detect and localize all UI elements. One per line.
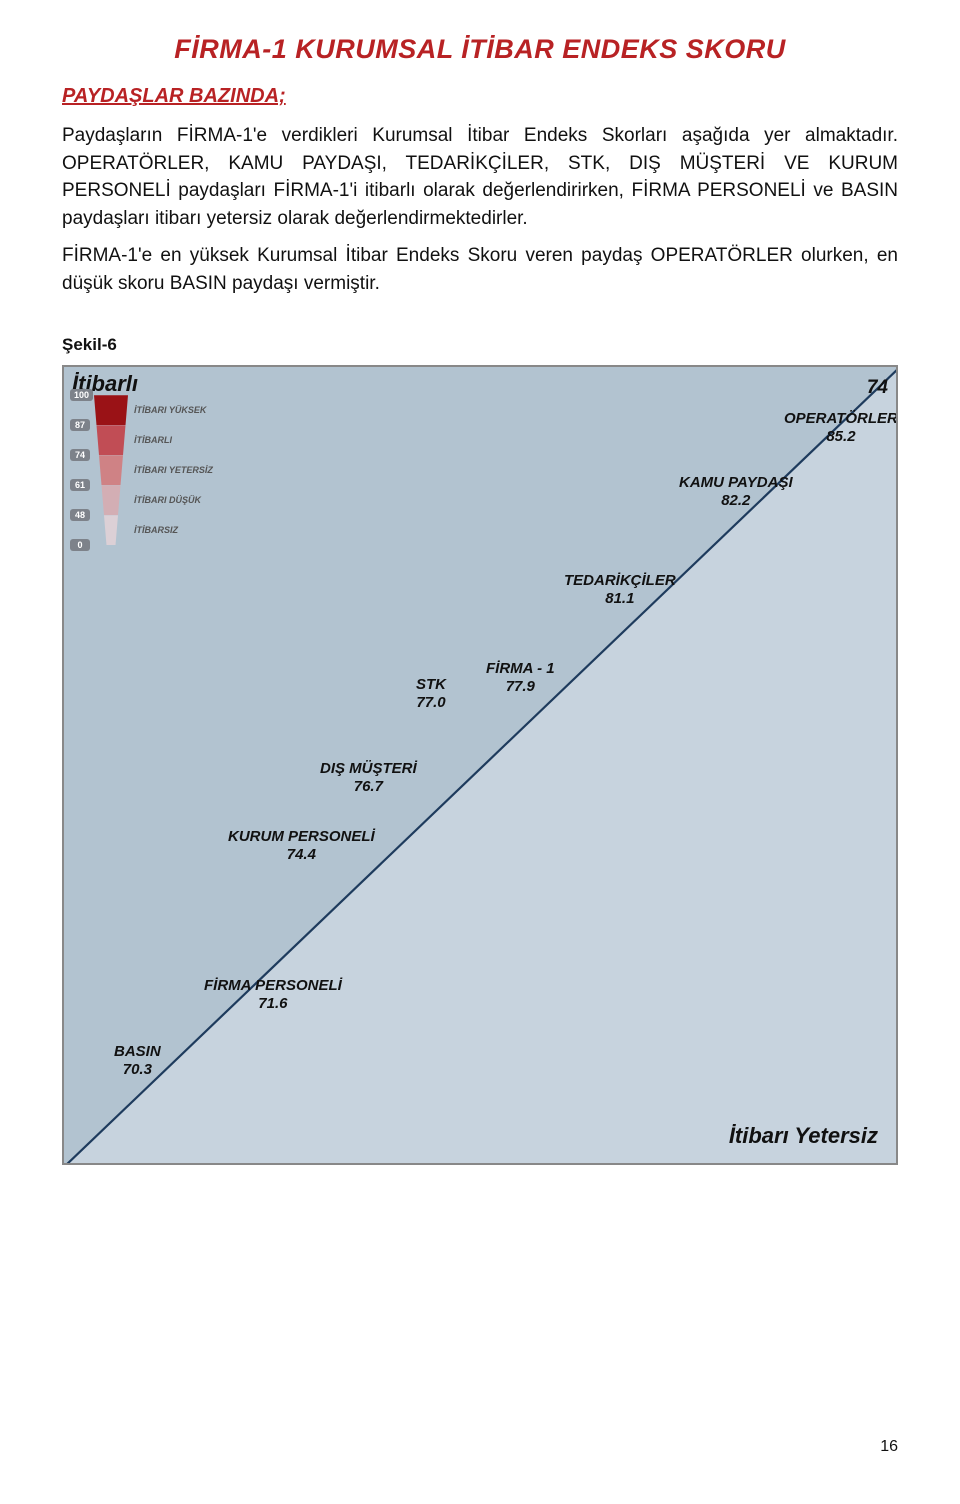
legend-tick: 74	[70, 449, 90, 461]
legend-tick: 100	[70, 389, 93, 401]
paragraph-1: Paydaşların FİRMA-1'e verdikleri Kurumsa…	[62, 122, 898, 232]
stakeholder-value: 85.2	[826, 428, 855, 445]
stakeholder-label: KAMU PAYDAŞI82.2	[679, 474, 793, 510]
legend-tick: 87	[70, 419, 90, 431]
stakeholder-name: TEDARİKÇİLER	[564, 572, 676, 589]
bottom-label: İtibarı Yetersiz	[729, 1123, 878, 1149]
legend-tick-label: İTİBARI DÜŞÜK	[134, 495, 201, 505]
subhead-text: PAYDAŞLAR BAZINDA;	[62, 85, 286, 107]
paragraph-2: FİRMA-1'e en yüksek Kurumsal İtibar Ende…	[62, 242, 898, 297]
stakeholder-label: BASIN70.3	[114, 1043, 161, 1079]
stakeholder-label: OPERATÖRLER85.2	[784, 410, 898, 446]
legend-tick: 61	[70, 479, 90, 491]
stakeholder-name: DIŞ MÜŞTERİ	[320, 760, 417, 777]
stakeholder-value: 77.0	[416, 694, 445, 711]
stakeholder-value: 71.6	[258, 995, 287, 1012]
page-number: 16	[880, 1438, 898, 1456]
legend-segment	[94, 515, 128, 545]
page-title: FİRMA-1 KURUMSAL İTİBAR ENDEKS SKORU	[62, 34, 898, 65]
title-text: FİRMA-1 KURUMSAL İTİBAR ENDEKS SKORU	[174, 34, 786, 64]
stakeholder-name: KAMU PAYDAŞI	[679, 474, 793, 491]
stakeholder-value: 82.2	[721, 492, 750, 509]
legend-segment	[94, 395, 128, 425]
stakeholder-name: OPERATÖRLER	[784, 410, 898, 427]
stakeholder-label: KURUM PERSONELİ74.4	[228, 828, 375, 864]
legend-tick: 48	[70, 509, 90, 521]
legend-segment	[94, 485, 128, 515]
stakeholder-label: TEDARİKÇİLER81.1	[564, 572, 676, 608]
legend-segment	[94, 425, 128, 455]
stakeholder-value: 76.7	[354, 778, 383, 795]
stakeholder-value: 70.3	[123, 1061, 152, 1078]
stakeholder-value: 74.4	[287, 846, 316, 863]
legend-tick-label: İTİBARSIZ	[134, 525, 178, 535]
stakeholder-name: STK	[416, 676, 446, 693]
section-subhead: PAYDAŞLAR BAZINDA;	[62, 85, 898, 108]
stakeholder-name: KURUM PERSONELİ	[228, 828, 375, 845]
legend-tick: 0	[70, 539, 90, 551]
figure-label: Şekil-6	[62, 335, 898, 355]
stakeholder-name: BASIN	[114, 1043, 161, 1060]
stakeholder-name: FİRMA PERSONELİ	[204, 977, 342, 994]
legend: 100İTİBARI YÜKSEK87İTİBARLI74İTİBARI YET…	[94, 395, 128, 545]
legend-tick-label: İTİBARLI	[134, 435, 172, 445]
stakeholder-value: 81.1	[605, 590, 634, 607]
stakeholder-label: FİRMA - 177.9	[486, 660, 555, 696]
threshold-value: 74	[867, 377, 888, 399]
stakeholder-label: DIŞ MÜŞTERİ76.7	[320, 760, 417, 796]
stakeholder-name: FİRMA - 1	[486, 660, 555, 677]
stakeholder-value: 77.9	[506, 678, 535, 695]
stakeholder-label: FİRMA PERSONELİ71.6	[204, 977, 342, 1013]
legend-bar: 100İTİBARI YÜKSEK87İTİBARLI74İTİBARI YET…	[94, 395, 128, 545]
stakeholder-label: STK77.0	[416, 676, 446, 712]
legend-tick-label: İTİBARI YÜKSEK	[134, 405, 206, 415]
legend-tick-label: İTİBARI YETERSİZ	[134, 465, 213, 475]
legend-segment	[94, 455, 128, 485]
reputation-chart: İtibarlı 74 İtibarı Yetersiz 100İTİBARI …	[62, 365, 898, 1165]
